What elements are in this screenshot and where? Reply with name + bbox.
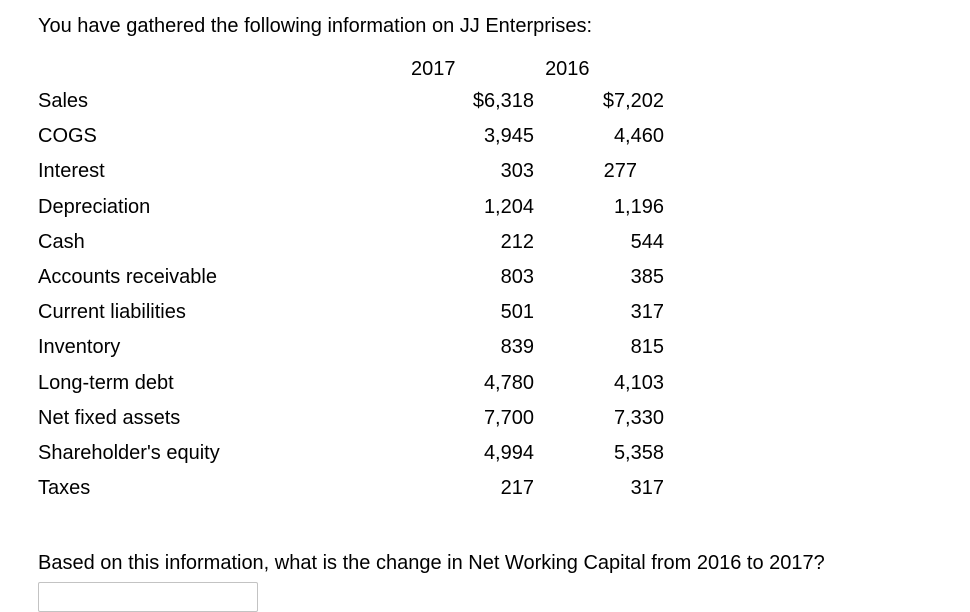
table-row-net-fixed-assets: Net fixed assets 7,700 7,330 — [38, 401, 970, 436]
table-row-sales: Sales $6,318 $7,202 — [38, 84, 970, 119]
row-label: Taxes — [38, 477, 91, 500]
column-header-2017: 2017 — [411, 58, 456, 80]
question-text: Based on this information, what is the c… — [38, 552, 825, 575]
table-row-shareholders-equity: Shareholder's equity 4,994 5,358 — [38, 436, 970, 471]
table-row-accounts-receivable: Accounts receivable 803 385 — [38, 260, 970, 295]
value-2016: $7,202 — [602, 90, 664, 113]
value-2016: 317 — [630, 477, 664, 500]
value-2016: 7,330 — [613, 406, 664, 429]
value-2017: 803 — [500, 266, 534, 289]
row-label: Net fixed assets — [38, 406, 181, 429]
row-label: Accounts receivable — [38, 266, 217, 289]
financial-data-table: Sales $6,318 $7,202 COGS 3,945 4,460 Int… — [38, 84, 970, 506]
row-label: Cash — [38, 230, 85, 253]
value-2016: 385 — [630, 266, 664, 289]
table-row-interest: Interest 303 277 — [38, 154, 970, 189]
row-label: Sales — [38, 90, 89, 113]
row-label: Inventory — [38, 336, 121, 359]
table-row-cogs: COGS 3,945 4,460 — [38, 119, 970, 154]
value-2017: 4,994 — [483, 441, 534, 464]
value-2017: 7,700 — [483, 406, 534, 429]
column-header-2016: 2016 — [545, 58, 590, 80]
quiz-question-page: You have gathered the following informat… — [38, 15, 970, 612]
row-label: Interest — [38, 160, 105, 183]
table-row-inventory: Inventory 839 815 — [38, 330, 970, 365]
value-2016: 317 — [630, 301, 664, 324]
value-2017: 217 — [500, 477, 534, 500]
table-row-current-liabilities: Current liabilities 501 317 — [38, 295, 970, 330]
row-label: Long-term debt — [38, 371, 174, 394]
table-row-depreciation: Depreciation 1,204 1,196 — [38, 190, 970, 225]
value-2017: 212 — [500, 230, 534, 253]
value-2017: 1,204 — [483, 195, 534, 218]
question-intro-text: You have gathered the following informat… — [38, 15, 593, 37]
row-label: COGS — [38, 125, 97, 148]
value-2017: 839 — [500, 336, 534, 359]
value-2017: 303 — [500, 160, 534, 183]
value-2016: 4,103 — [613, 371, 664, 394]
value-2017: 3,945 — [483, 125, 534, 148]
row-label: Depreciation — [38, 195, 151, 218]
value-2016: 4,460 — [613, 125, 664, 148]
value-2016: 277 — [603, 160, 637, 183]
value-2017: 4,780 — [483, 371, 534, 394]
row-label: Current liabilities — [38, 301, 186, 324]
answer-input[interactable] — [38, 582, 258, 612]
value-2016: 1,196 — [613, 195, 664, 218]
value-2016: 815 — [630, 336, 664, 359]
value-2017: 501 — [500, 301, 534, 324]
row-label: Shareholder's equity — [38, 441, 220, 464]
table-row-long-term-debt: Long-term debt 4,780 4,103 — [38, 366, 970, 401]
table-row-taxes: Taxes 217 317 — [38, 471, 970, 506]
value-2017: $6,318 — [472, 90, 534, 113]
table-column-headers: 2017 2016 — [38, 57, 970, 81]
value-2016: 544 — [630, 230, 664, 253]
table-row-cash: Cash 212 544 — [38, 225, 970, 260]
value-2016: 5,358 — [613, 441, 664, 464]
